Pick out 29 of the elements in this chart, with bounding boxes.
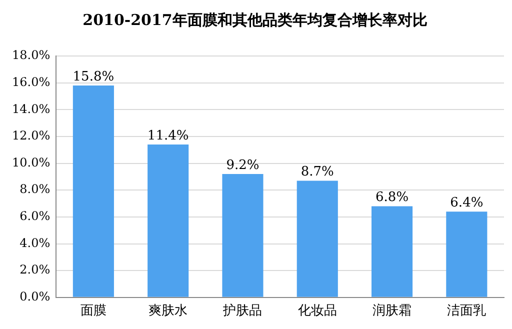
data-label: 6.8%: [376, 190, 409, 206]
x-tick-label: 洁面乳: [447, 304, 486, 319]
y-tick-label: 4.0%: [20, 236, 50, 250]
bar: [148, 144, 189, 297]
y-tick-label: 16.0%: [12, 74, 50, 89]
x-tick-label: 爽肤水: [148, 304, 188, 319]
bar: [446, 212, 488, 297]
y-tick-label: 0.0%: [20, 290, 50, 304]
x-tick-label: 化妆品: [298, 304, 337, 319]
y-tick-label: 6.0%: [20, 209, 50, 224]
y-tick-label: 14.0%: [12, 102, 50, 116]
y-tick-label: 8.0%: [20, 182, 50, 196]
bar: [222, 174, 264, 297]
x-tick-label: 护肤品: [222, 304, 262, 319]
data-label: 9.2%: [226, 158, 260, 173]
y-tick-label: 12.0%: [12, 128, 50, 143]
bar: [372, 206, 413, 297]
bar: [296, 180, 338, 297]
x-tick-label: 润肤霜: [372, 304, 412, 319]
data-label: 15.8%: [72, 69, 114, 84]
y-tick-label: 18.0%: [12, 48, 50, 62]
bar: [72, 86, 114, 297]
data-label: 11.4%: [147, 128, 189, 144]
y-tick-label: 2.0%: [20, 262, 50, 277]
x-tick-label: 面膜: [80, 304, 106, 319]
data-label: 6.4%: [450, 195, 484, 210]
data-label: 8.7%: [300, 164, 334, 180]
y-tick-label: 10.0%: [12, 155, 50, 170]
chart-title: 2010-2017年面膜和其他品类年均复合增长率对比: [82, 10, 428, 29]
